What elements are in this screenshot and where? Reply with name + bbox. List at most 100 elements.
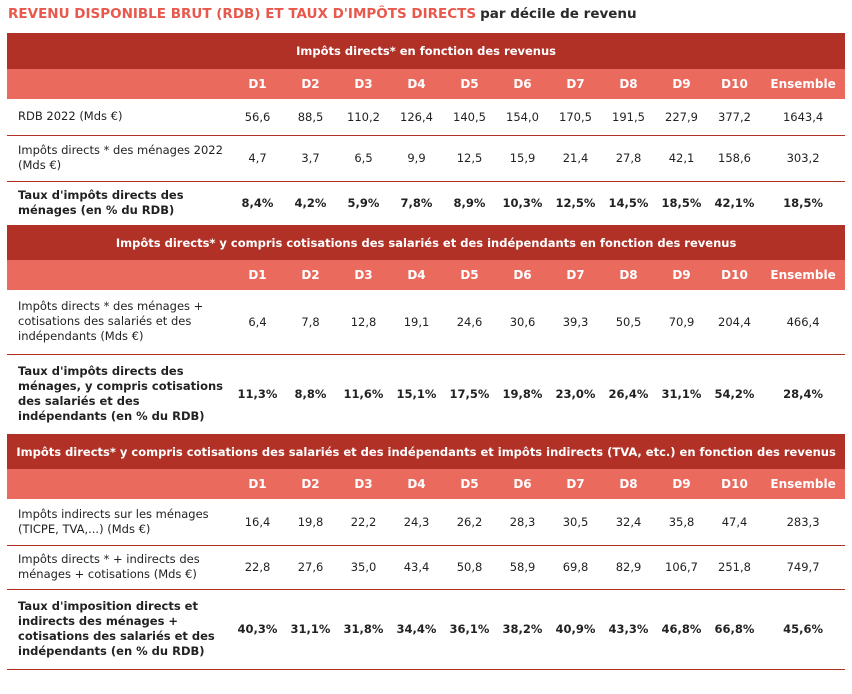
cell-value: 1643,4 <box>761 99 846 136</box>
cell-value: 283,3 <box>761 499 846 546</box>
cell-value: 32,4 <box>602 499 655 546</box>
section-title-row: Impôts directs* y compris cotisations de… <box>7 225 846 260</box>
cell-value: 126,4 <box>390 99 443 136</box>
column-header: D8 <box>602 469 655 499</box>
cell-value: 18,5% <box>761 181 846 226</box>
cell-value: 5,9% <box>337 181 390 226</box>
cell-value: 3,7 <box>284 135 337 182</box>
cell-value: 19,1 <box>390 290 443 355</box>
cell-value: 40,3% <box>231 589 284 670</box>
cell-value: 38,2% <box>496 589 549 670</box>
table-body: Impôts directs* en fonction des revenus D… <box>7 33 846 670</box>
row-label: Impôts directs * des ménages 2022 (Mds €… <box>7 135 231 182</box>
column-header-row: D1 D2 D3 D4 D5 D6 D7 D8 D9 D10 Ensemble <box>7 260 846 290</box>
table-row: Impôts directs * des ménages + cotisatio… <box>7 290 846 355</box>
column-header: D5 <box>443 69 496 99</box>
cell-value: 58,9 <box>496 545 549 590</box>
column-header: D6 <box>496 260 549 290</box>
cell-value: 466,4 <box>761 290 846 355</box>
cell-value: 7,8% <box>390 181 443 226</box>
column-header: D3 <box>337 69 390 99</box>
cell-value: 8,9% <box>443 181 496 226</box>
cell-value: 110,2 <box>337 99 390 136</box>
column-header: D8 <box>602 69 655 99</box>
cell-value: 21,4 <box>549 135 602 182</box>
cell-value: 191,5 <box>602 99 655 136</box>
cell-value: 39,3 <box>549 290 602 355</box>
table-row: Taux d'impôts directs des ménages (en % … <box>7 181 846 226</box>
cell-value: 8,8% <box>284 354 337 435</box>
cell-value: 9,9 <box>390 135 443 182</box>
cell-value: 23,0% <box>549 354 602 435</box>
cell-value: 46,8% <box>655 589 708 670</box>
column-header: D8 <box>602 260 655 290</box>
cell-value: 88,5 <box>284 99 337 136</box>
column-header: D1 <box>231 469 284 499</box>
column-header: D9 <box>655 469 708 499</box>
cell-value: 19,8% <box>496 354 549 435</box>
column-header: D9 <box>655 69 708 99</box>
title-main: REVENU DISPONIBLE BRUT (RDB) ET TAUX D'I… <box>8 6 477 22</box>
cell-value: 170,5 <box>549 99 602 136</box>
cell-value: 27,8 <box>602 135 655 182</box>
cell-value: 158,6 <box>708 135 761 182</box>
cell-value: 749,7 <box>761 545 846 590</box>
cell-value: 30,5 <box>549 499 602 546</box>
cell-value: 227,9 <box>655 99 708 136</box>
cell-value: 70,9 <box>655 290 708 355</box>
column-header: D9 <box>655 260 708 290</box>
column-header: D7 <box>549 260 602 290</box>
cell-value: 43,4 <box>390 545 443 590</box>
row-label: Impôts indirects sur les ménages (TICPE,… <box>7 499 231 546</box>
cell-value: 43,3% <box>602 589 655 670</box>
cell-value: 204,4 <box>708 290 761 355</box>
cell-value: 30,6 <box>496 290 549 355</box>
cell-value: 27,6 <box>284 545 337 590</box>
cell-value: 24,6 <box>443 290 496 355</box>
table-row: Taux d'impôts directs des ménages, y com… <box>7 354 846 435</box>
cell-value: 10,3% <box>496 181 549 226</box>
cell-value: 6,5 <box>337 135 390 182</box>
column-header: D2 <box>284 469 337 499</box>
cell-value: 45,6% <box>761 589 846 670</box>
column-header: D7 <box>549 69 602 99</box>
row-label: Impôts directs * des ménages + cotisatio… <box>7 290 231 355</box>
column-header: D10 <box>708 469 761 499</box>
column-header: D10 <box>708 69 761 99</box>
column-header: D3 <box>337 260 390 290</box>
cell-value: 54,2% <box>708 354 761 435</box>
cell-value: 40,9% <box>549 589 602 670</box>
cell-value: 12,8 <box>337 290 390 355</box>
row-label: RDB 2022 (Mds €) <box>7 99 231 136</box>
table-row: RDB 2022 (Mds €) 56,6 88,5 110,2 126,4 140,5 1… <box>7 99 846 136</box>
cell-value: 31,1% <box>284 589 337 670</box>
column-header: D10 <box>708 260 761 290</box>
cell-value: 12,5% <box>549 181 602 226</box>
cell-value: 7,8 <box>284 290 337 355</box>
column-header: D6 <box>496 69 549 99</box>
row-label: Impôts directs * + indirects des ménages… <box>7 545 231 590</box>
section-title: Impôts directs* en fonction des revenus <box>7 33 846 69</box>
row-label: Taux d'impôts directs des ménages (en % … <box>7 181 231 226</box>
cell-value: 154,0 <box>496 99 549 136</box>
table-row: Taux d'imposition directs et indirects d… <box>7 589 846 670</box>
column-header: D4 <box>390 260 443 290</box>
table-row: Impôts directs * des ménages 2022 (Mds €… <box>7 135 846 182</box>
cell-value: 22,8 <box>231 545 284 590</box>
cell-value: 31,8% <box>337 589 390 670</box>
cell-value: 4,7 <box>231 135 284 182</box>
cell-value: 11,6% <box>337 354 390 435</box>
cell-value: 66,8% <box>708 589 761 670</box>
cell-value: 36,1% <box>443 589 496 670</box>
cell-value: 42,1% <box>708 181 761 226</box>
cell-value: 28,3 <box>496 499 549 546</box>
section-title-row: Impôts directs* en fonction des revenus <box>7 33 846 69</box>
cell-value: 50,5 <box>602 290 655 355</box>
section-title: Impôts directs* y compris cotisations de… <box>7 225 846 260</box>
header-spacer <box>7 469 231 499</box>
cell-value: 17,5% <box>443 354 496 435</box>
column-header: Ensemble <box>761 260 846 290</box>
cell-value: 35,8 <box>655 499 708 546</box>
cell-value: 82,9 <box>602 545 655 590</box>
cell-value: 377,2 <box>708 99 761 136</box>
